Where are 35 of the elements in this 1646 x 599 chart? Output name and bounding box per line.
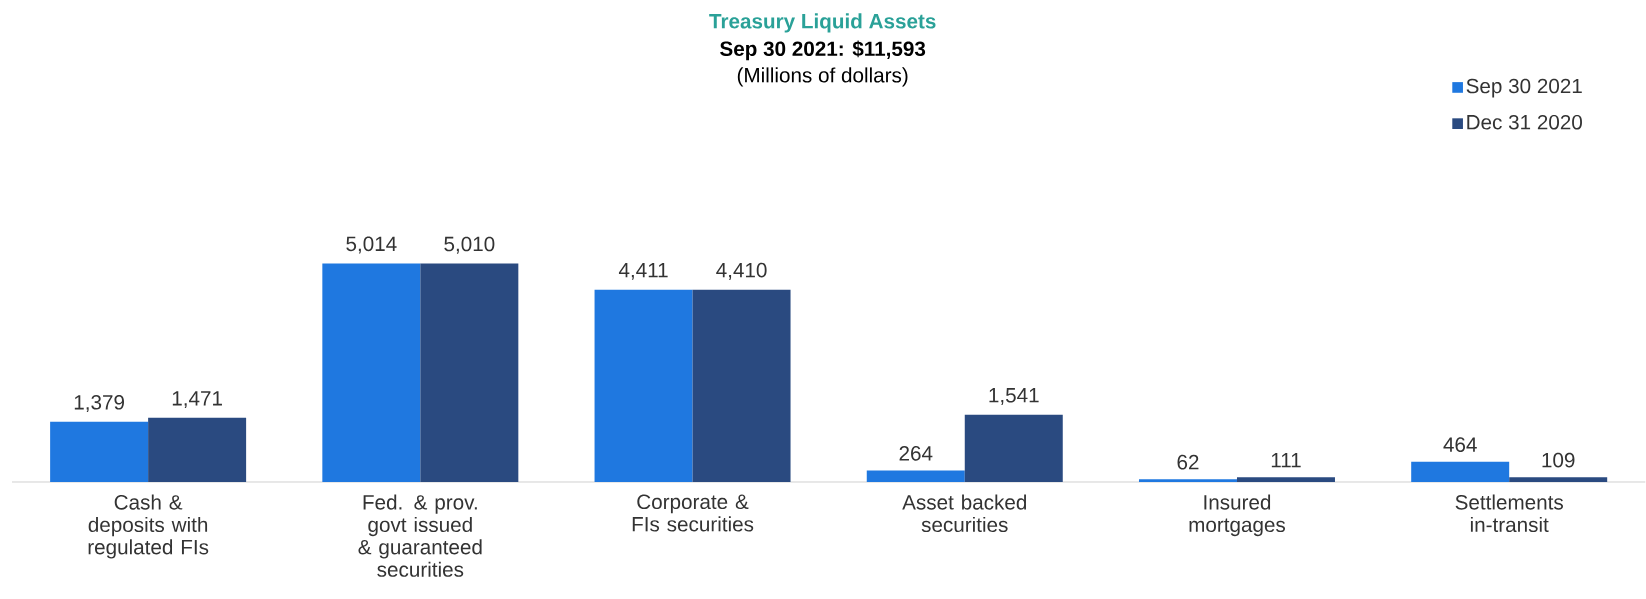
bar	[148, 417, 247, 482]
x-tick-label: Fed. & prov. govt issued & guaranteed securities	[358, 494, 482, 577]
legend-label: Dec 31 2020	[1467, 114, 1582, 130]
data-label: 4,410	[716, 262, 767, 280]
data-label: 4,411	[618, 262, 668, 280]
x-tick-label: Insured mortgages	[1189, 494, 1286, 537]
legend-label: Sep 30 2021	[1466, 78, 1582, 98]
bar	[964, 414, 1063, 482]
bar	[692, 289, 791, 482]
data-label: 264	[899, 446, 933, 461]
x-tick-label: Asset backed securities	[902, 494, 1027, 533]
data-label: 1,379	[74, 394, 124, 413]
text: (Millions of dollars)	[737, 67, 908, 87]
data-label: 111	[1271, 453, 1301, 468]
data-label: 109	[1542, 452, 1575, 468]
bar	[322, 263, 421, 482]
bar	[594, 289, 693, 482]
bar	[866, 470, 965, 482]
chart-title: Treasury Liquid Assets	[709, 13, 936, 33]
bar	[1236, 477, 1335, 482]
x-tick-label: Cash & deposits with regulated FIs	[88, 494, 209, 559]
data-label: 5,014	[346, 236, 397, 254]
data-label: 464	[1443, 437, 1477, 452]
x-tick-label: Corporate & FIs securities	[632, 494, 754, 532]
bar	[1411, 461, 1510, 482]
data-label: 5,010	[444, 236, 495, 254]
data-label: 1,541	[989, 388, 1039, 405]
bar	[1509, 477, 1608, 482]
data-label: 62	[1177, 454, 1199, 470]
chart-subtitle: Sep 30 2021: $11,593	[720, 40, 926, 61]
bar	[50, 421, 149, 482]
bar	[420, 263, 519, 482]
data-label: 1,471	[172, 391, 222, 409]
x-tick-label: Settlements in-transit	[1455, 494, 1563, 533]
bar	[1138, 479, 1237, 482]
